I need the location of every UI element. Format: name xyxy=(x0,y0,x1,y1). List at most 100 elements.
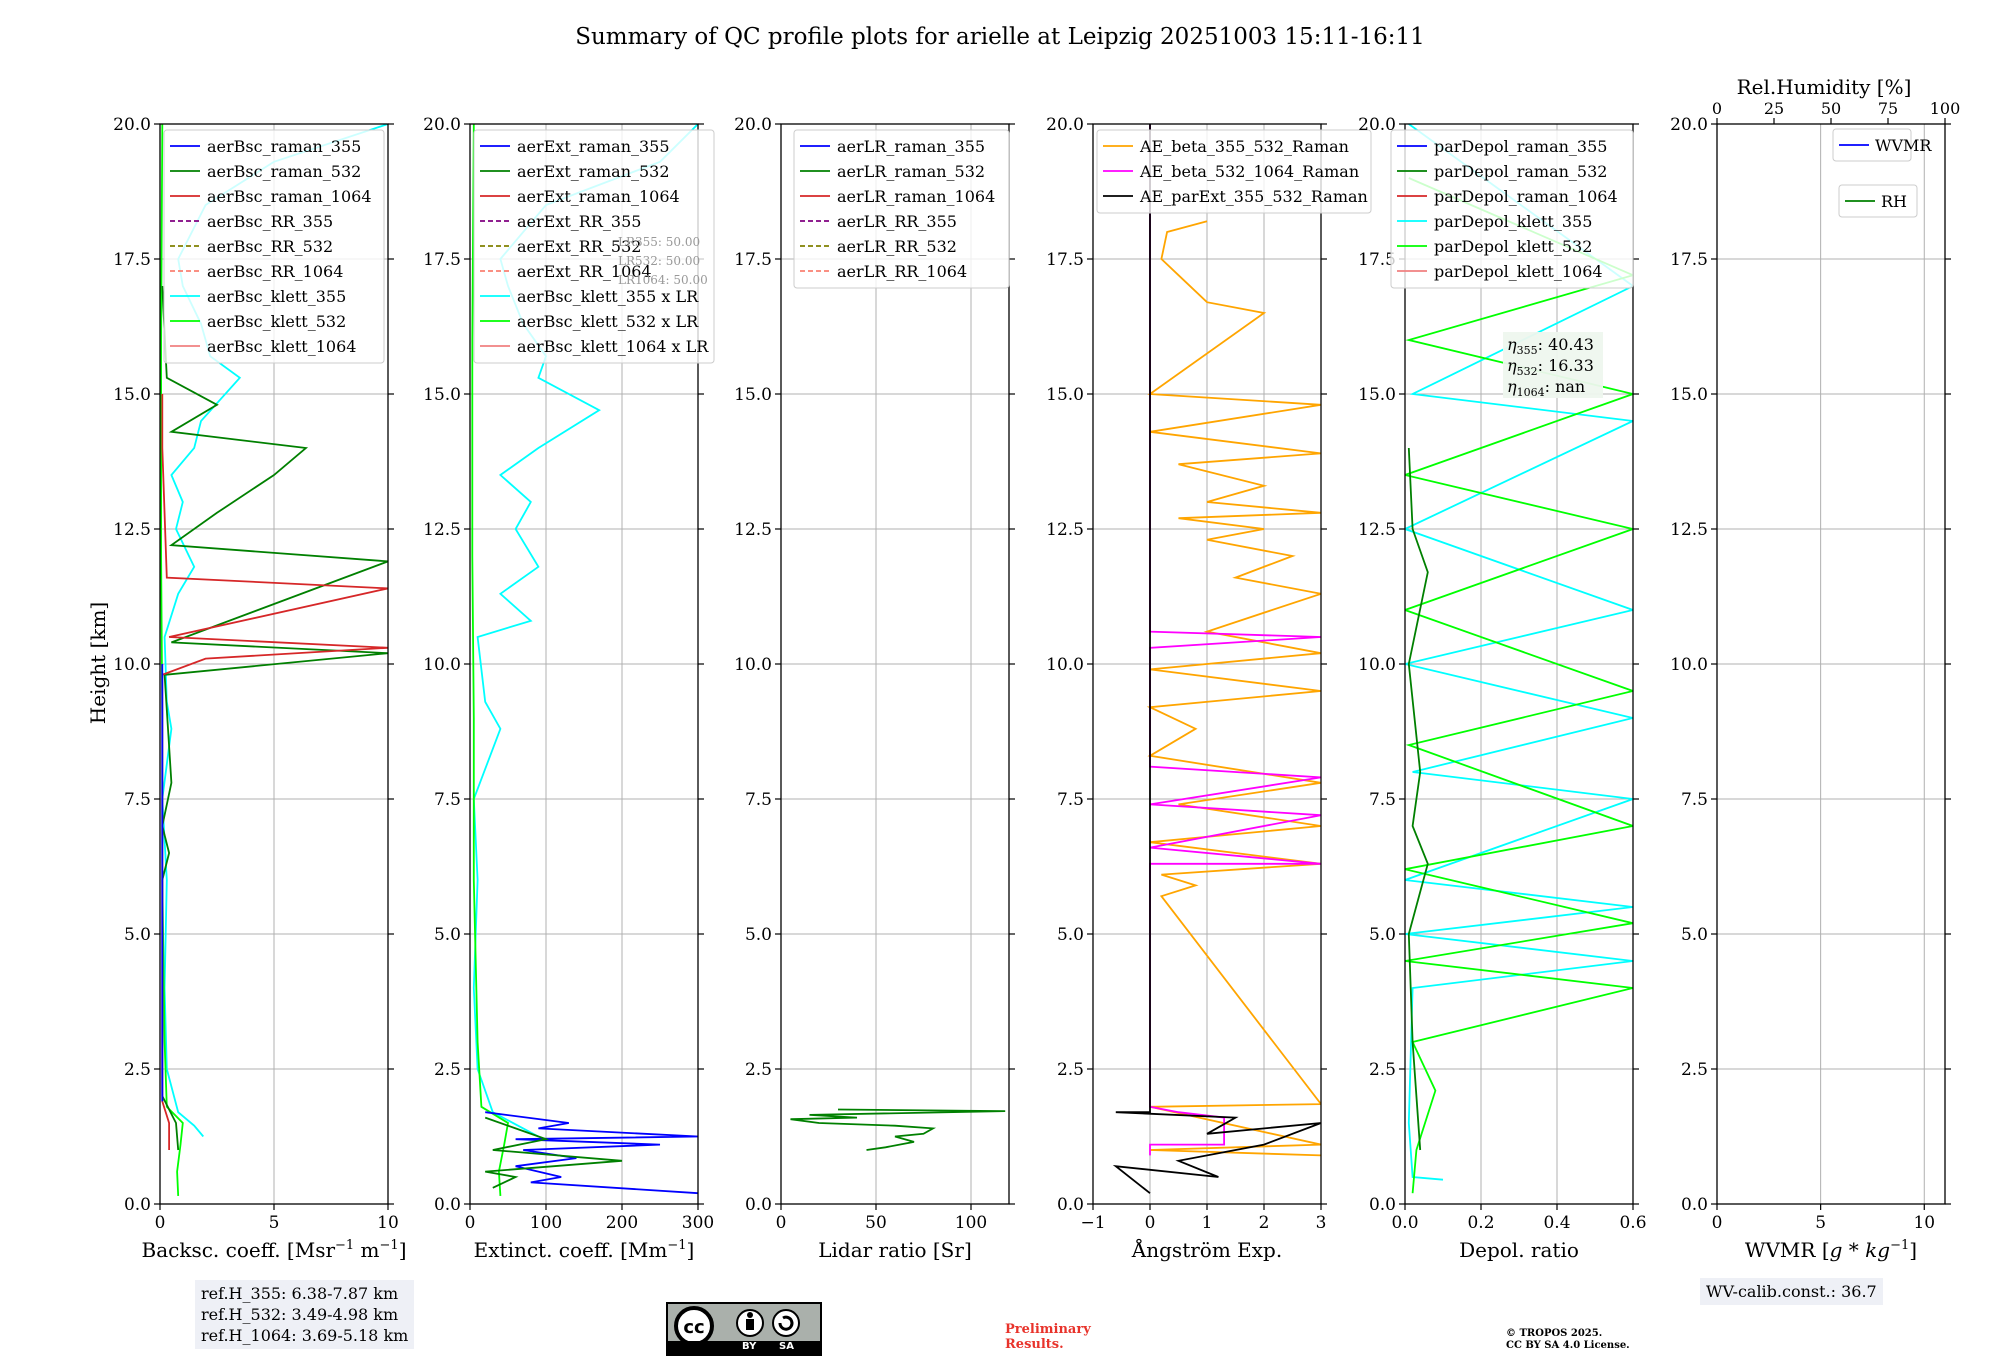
legend-entry: aerBsc_klett_532 x LR xyxy=(517,312,699,331)
y-tick-label: 10.0 xyxy=(113,655,151,675)
x-axis-label: Ångström Exp. xyxy=(1131,1237,1282,1262)
x-tick-label: 0 xyxy=(1712,1213,1723,1233)
eta-value: : nan xyxy=(1545,377,1586,396)
x-tick-label: 1 xyxy=(1202,1213,1213,1233)
x-tick-label: 5 xyxy=(1815,1213,1826,1233)
y-tick-label: 2.5 xyxy=(1057,1060,1084,1080)
y-tick-label: 10.0 xyxy=(734,655,772,675)
y-tick-label: 5.0 xyxy=(1681,925,1708,945)
legend-entry: AE_beta_355_532_Raman xyxy=(1139,137,1349,156)
legend-entry: WVMR xyxy=(1875,136,1932,155)
y-axis-label: Height [km] xyxy=(86,602,110,724)
copyright-note: © TROPOS 2025. CC BY SA 4.0 License. xyxy=(1506,1328,1630,1352)
y-tick-label: 12.5 xyxy=(734,520,772,540)
y-tick-label: 12.5 xyxy=(423,520,461,540)
y-tick-label: 20.0 xyxy=(113,115,151,135)
legend-entry: aerLR_RR_355 xyxy=(837,212,957,231)
x-axis-label: WVMR [g * kg−1] xyxy=(1745,1238,1917,1262)
series-line xyxy=(1149,124,1321,1156)
x-tick-label: 50 xyxy=(865,1213,887,1233)
x-label-text: Depol. ratio xyxy=(1459,1238,1579,1262)
y-tick-label: 0.0 xyxy=(124,1195,151,1215)
y-tick-label: 7.5 xyxy=(124,790,151,810)
panel-5: 0.02.55.07.510.012.515.017.520.00 5 100 25 5… xyxy=(1670,99,1960,1262)
legend-entry: aerBsc_klett_532 xyxy=(207,312,346,331)
x-axis-label: Depol. ratio xyxy=(1459,1238,1579,1262)
legend-entry: aerExt_raman_355 xyxy=(517,137,670,156)
y-tick-label: 17.5 xyxy=(1358,250,1396,270)
y-tick-label: 12.5 xyxy=(1358,520,1396,540)
legend-entry: parDepol_klett_355 xyxy=(1434,212,1592,231)
cc-by-sa-badge: cc BY SA xyxy=(666,1302,822,1356)
series-line xyxy=(1112,124,1321,1194)
x-tick-label: 3 xyxy=(1316,1213,1327,1233)
panel-0: 0.0 2.5 5.0 7.5 10.0 12.5 15.0 17.5 20.0 0 5 10 Back… xyxy=(113,115,406,1262)
x-tick-label: 0 xyxy=(155,1213,166,1233)
copyright-line-2: CC BY SA 4.0 License. xyxy=(1506,1340,1630,1351)
wv-calibration-box: WV-calib.const.: 36.7 xyxy=(1700,1278,1883,1305)
x-tick-label: 100 xyxy=(530,1213,562,1233)
legend-box xyxy=(163,129,385,364)
series-line xyxy=(161,285,388,1151)
legend-entry: AE_beta_532_1064_Raman xyxy=(1139,162,1359,181)
legend-entry: parDepol_raman_532 xyxy=(1434,162,1607,181)
legend-entry: aerExt_RR_532 xyxy=(517,237,641,256)
x-tick-label: 2 xyxy=(1259,1213,1270,1233)
y-tick-label: 0.0 xyxy=(745,1195,772,1215)
legend-box xyxy=(1838,184,1918,218)
y-tick-label: 20.0 xyxy=(1670,115,1708,135)
legend-entry: aerExt_RR_355 xyxy=(517,212,641,231)
legend-box xyxy=(793,129,1010,289)
legend-entry: parDepol_raman_1064 xyxy=(1434,187,1618,206)
x-tick-label: 300 xyxy=(682,1213,714,1233)
x-label-sup: −1 xyxy=(1890,1238,1909,1253)
eta-entry: η532: 16.33 xyxy=(1507,356,1594,378)
y-tick-label: 7.5 xyxy=(1057,790,1084,810)
y-tick-label: 2.5 xyxy=(1369,1060,1396,1080)
legend-box xyxy=(1832,128,1912,162)
legend-entry: aerExt_raman_1064 xyxy=(517,187,680,206)
legend-entry: aerLR_raman_355 xyxy=(837,137,985,156)
x-axis-label: Backsc. coeff. [Msr−1 m−1] xyxy=(142,1238,407,1262)
x-label-text: Ångström Exp. xyxy=(1131,1237,1282,1262)
legend-entry: aerExt_RR_1064 xyxy=(517,262,652,281)
y-tick-label: 17.5 xyxy=(423,250,461,270)
x-label-end: ] xyxy=(687,1238,695,1262)
panel-2: 0.0 2.5 5.0 7.5 10.0 12.5 15.0 17.5 20.0 0 50 100 Li… xyxy=(734,115,1015,1262)
legend-entry: aerExt_raman_532 xyxy=(517,162,670,181)
x-label-end: ] xyxy=(399,1238,407,1262)
y-tick-label: 17.5 xyxy=(1670,250,1708,270)
y-tick-label: 15.0 xyxy=(1046,385,1084,405)
y-tick-label: 2.5 xyxy=(124,1060,151,1080)
rh-tick-label: 75 xyxy=(1878,99,1898,118)
x-label-end: ] xyxy=(1909,1238,1917,1262)
y-tick-label: 15.0 xyxy=(734,385,772,405)
series-line xyxy=(1407,447,1429,1151)
y-tick-label: 0.0 xyxy=(1369,1195,1396,1215)
x-tick-label: 0.4 xyxy=(1543,1213,1570,1233)
x-label-text: Backsc. coeff. [Msr xyxy=(142,1238,336,1262)
y-tick-label: 15.0 xyxy=(113,385,151,405)
axes-frame xyxy=(1404,123,1634,1205)
y-tick-label: 5.0 xyxy=(434,925,461,945)
legend-entry: aerLR_raman_1064 xyxy=(837,187,995,206)
legend-entry: aerLR_RR_1064 xyxy=(837,262,967,281)
legend-entry: parDepol_klett_532 xyxy=(1434,237,1592,256)
legend-box xyxy=(1390,129,1634,289)
legend-box xyxy=(1096,129,1372,214)
x-tick-label: 5 xyxy=(269,1213,280,1233)
x-label-text: Lidar ratio [Sr] xyxy=(818,1238,972,1262)
y-tick-label: 12.5 xyxy=(113,520,151,540)
y-tick-label: 0.0 xyxy=(1681,1195,1708,1215)
series-line xyxy=(471,124,509,1196)
y-tick-label: 20.0 xyxy=(423,115,461,135)
legend-entry: aerBsc_klett_1064 x LR xyxy=(517,337,709,356)
x-tick-label: 10 xyxy=(377,1213,399,1233)
legend-entry: aerBsc_klett_355 xyxy=(207,287,346,306)
series-line xyxy=(485,1111,698,1195)
y-tick-label: 2.5 xyxy=(745,1060,772,1080)
rh-tick-label: 0 xyxy=(1712,99,1722,118)
x-tick-label: 10 xyxy=(1913,1213,1935,1233)
x-label-sup: −1 xyxy=(380,1238,399,1253)
